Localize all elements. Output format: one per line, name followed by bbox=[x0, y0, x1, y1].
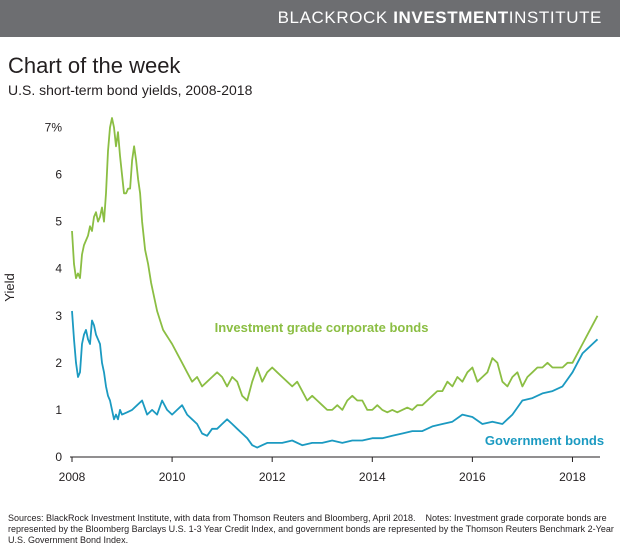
y-tick-label: 3 bbox=[55, 309, 62, 323]
y-axis-label: Yield bbox=[2, 273, 17, 301]
government-bonds-line bbox=[71, 310, 599, 449]
x-tick-label: 2008 bbox=[59, 470, 86, 484]
brand-name: BLACKROCK bbox=[277, 8, 388, 27]
chart-subtitle: U.S. short-term bond yields, 2008-2018 bbox=[8, 82, 253, 98]
brand-investment: INVESTMENT bbox=[393, 8, 509, 27]
y-tick-label: 2 bbox=[55, 356, 62, 370]
corporate-bonds-label: Investment grade corporate bonds bbox=[215, 320, 429, 335]
x-tick-label: 2014 bbox=[359, 470, 386, 484]
y-tick-label: 5 bbox=[55, 215, 62, 229]
corporate-bonds-line bbox=[71, 117, 599, 414]
x-tick-label: 2012 bbox=[259, 470, 286, 484]
brand-logo: BLACKROCK INVESTMENTINSTITUTE bbox=[278, 8, 602, 28]
brand-institute: INSTITUTE bbox=[508, 8, 602, 27]
y-tick-label: 4 bbox=[55, 262, 62, 276]
notes-text: Notes: Investment grade corporate bonds … bbox=[8, 513, 614, 545]
chart-title: Chart of the week bbox=[8, 53, 181, 78]
sources-text: Sources: BlackRock Investment Institute,… bbox=[8, 513, 416, 523]
government-bonds-label: Government bonds bbox=[485, 433, 604, 448]
chart-notes: Sources: BlackRock Investment Institute,… bbox=[8, 513, 614, 546]
brand-bar: BLACKROCK INVESTMENTINSTITUTE bbox=[0, 0, 620, 37]
x-tick-label: 2010 bbox=[159, 470, 186, 484]
x-tick-label: 2016 bbox=[459, 470, 486, 484]
y-tick-label: 6 bbox=[55, 168, 62, 182]
y-tick-label: 0 bbox=[55, 450, 62, 464]
x-tick-label: 2018 bbox=[559, 470, 586, 484]
y-tick-label: 1 bbox=[55, 403, 62, 417]
y-tick-label: 7% bbox=[45, 120, 63, 134]
yield-line-chart: 0 1 2 3 4 5 6 7% 2008 2010 2012 2014 2016 2018 Yield In… bbox=[2, 117, 604, 484]
